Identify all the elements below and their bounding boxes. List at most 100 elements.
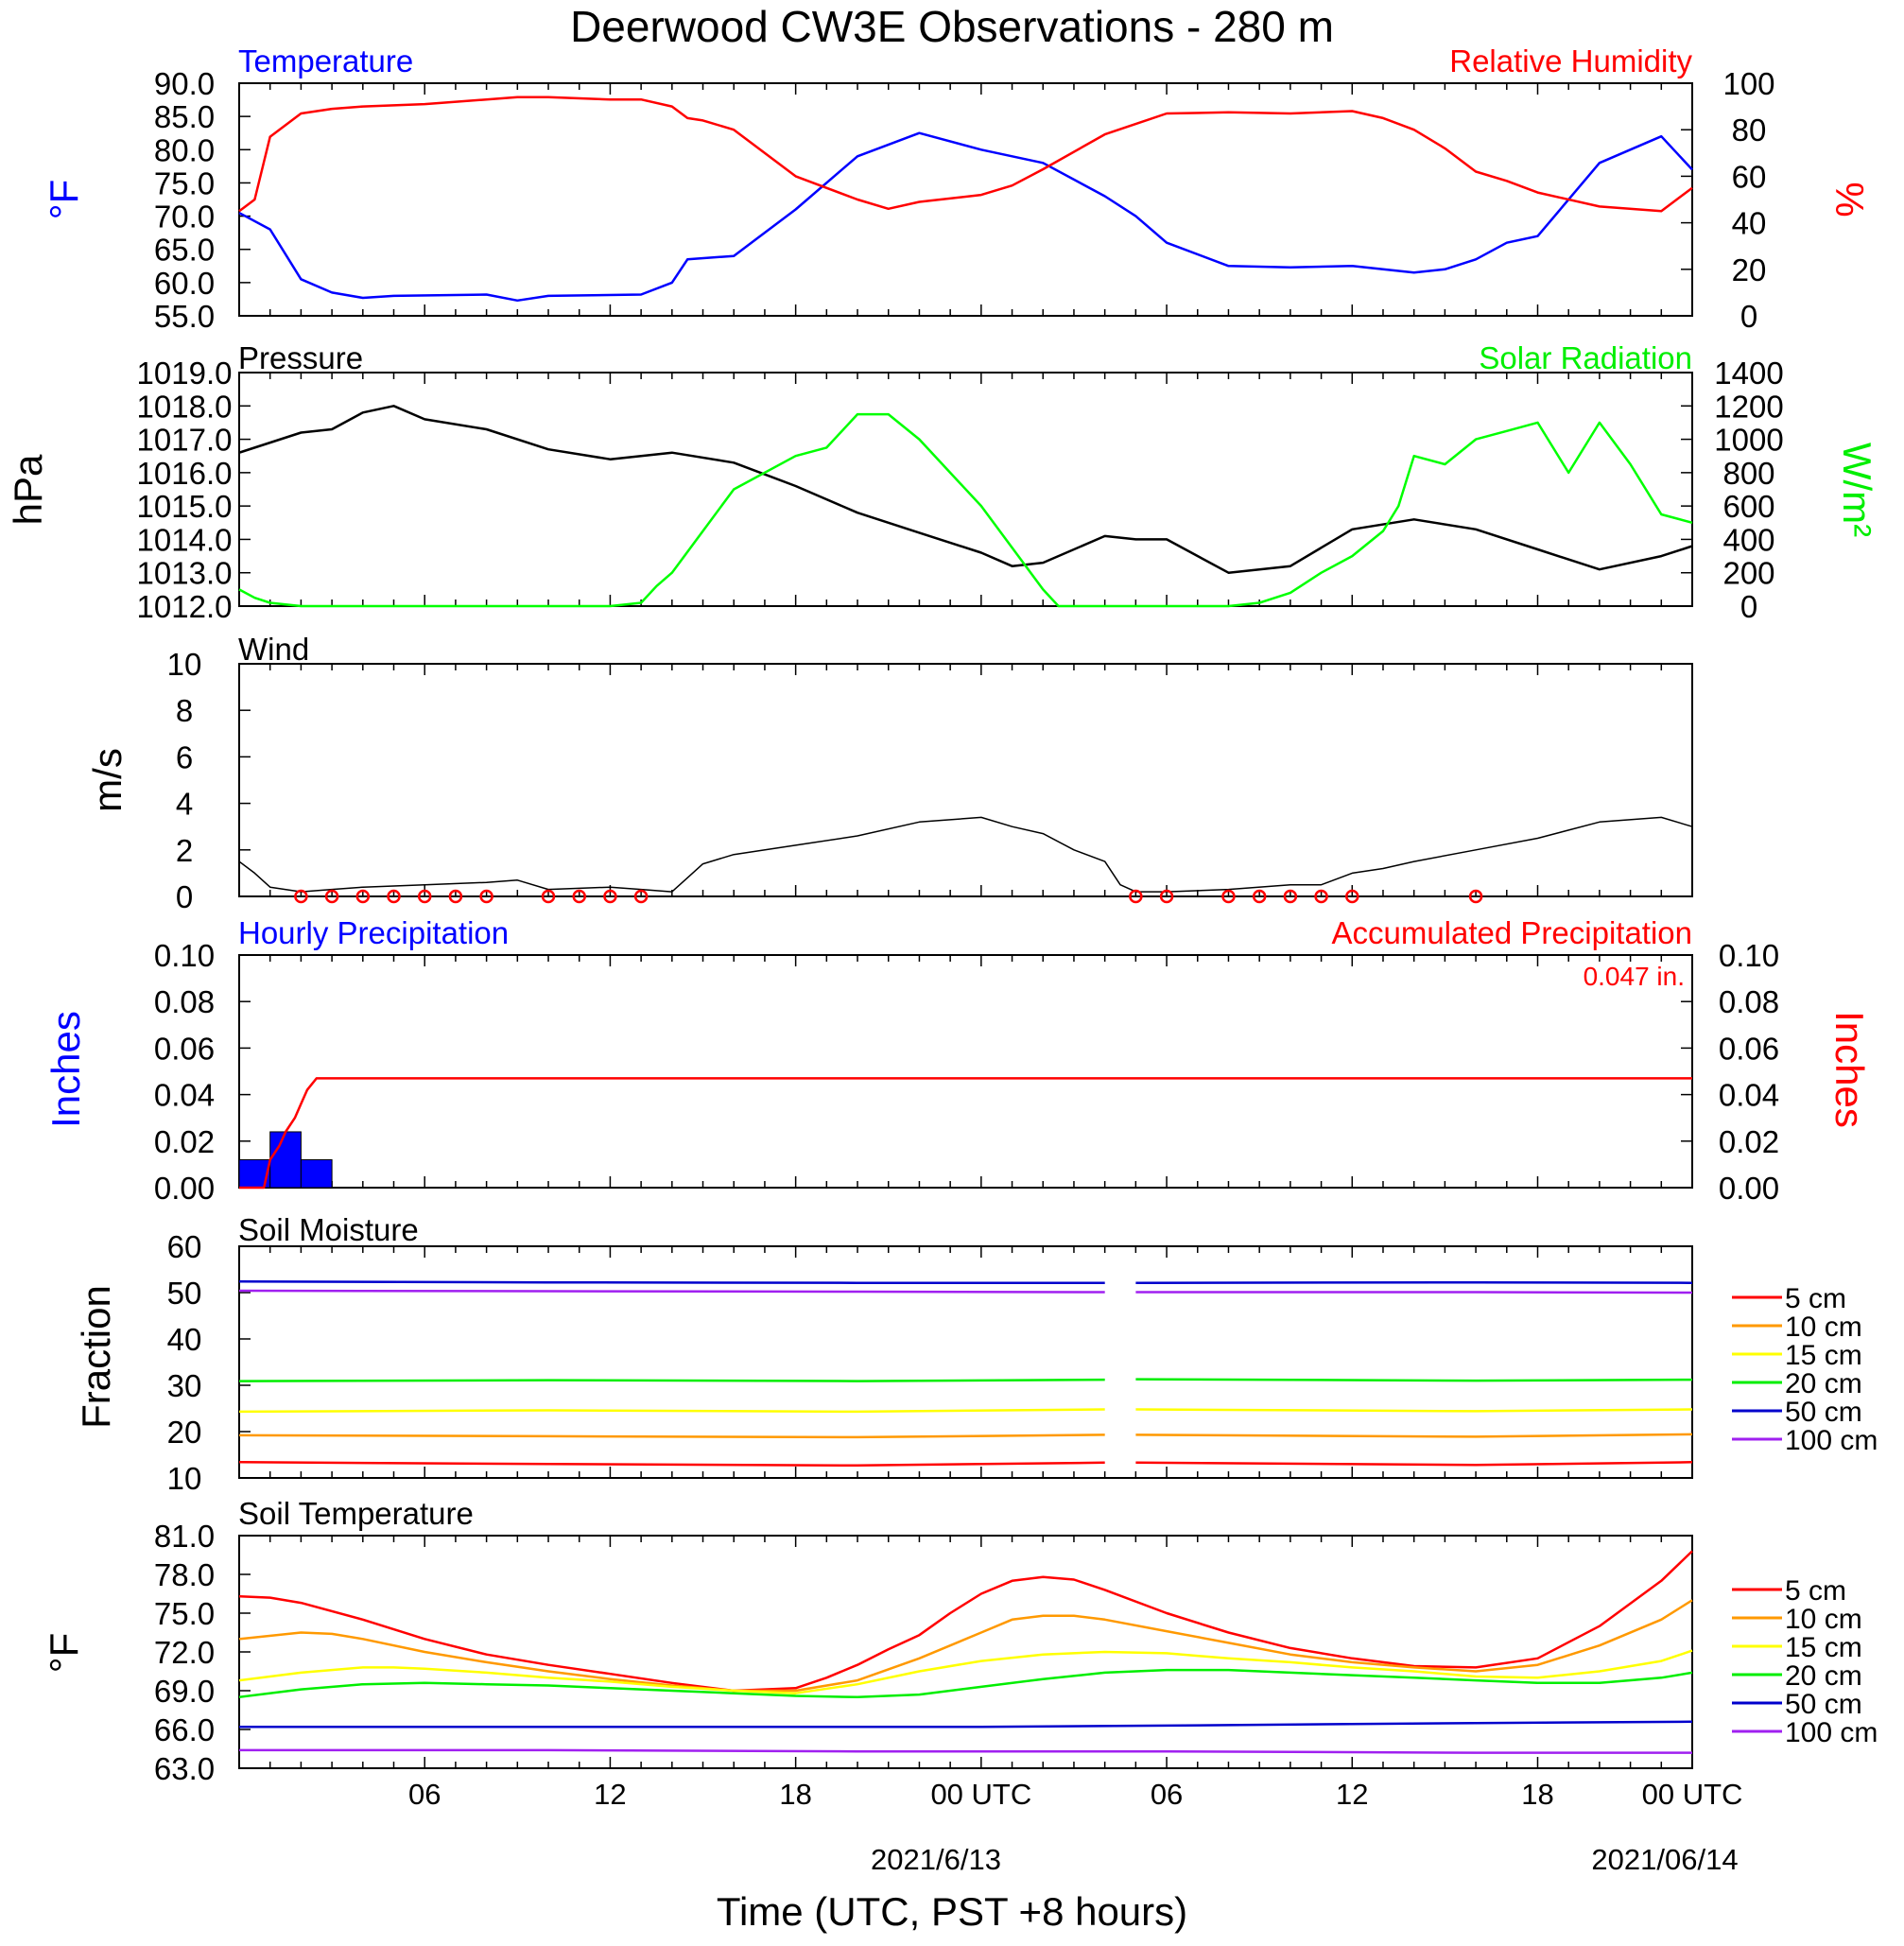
y-tick-label: 90.0 [154, 66, 215, 101]
y-tick-label-right: 0.06 [1719, 1031, 1779, 1066]
calm-wind-marker [1468, 889, 1483, 904]
x-date-2: 2021/06/14 [1591, 1843, 1738, 1876]
x-date-1: 2021/6/13 [871, 1843, 1001, 1876]
soil-moisture-line [238, 1289, 1105, 1294]
calm-wind-marker [479, 889, 493, 904]
y-tick-label: 1019.0 [137, 356, 233, 391]
y-tick-label-right: 800 [1722, 456, 1774, 491]
panel-frame [238, 954, 1693, 1189]
y-tick-label: 60.0 [154, 266, 215, 301]
calm-wind-marker [355, 889, 371, 904]
soil-temperature-line [239, 1720, 1693, 1729]
precip-axis-label-right: Inches [1827, 1011, 1872, 1128]
y-tick-label: 2 [176, 833, 193, 868]
soil-moisture-line [1135, 1433, 1693, 1438]
y-tick-label-right: 0.04 [1719, 1078, 1779, 1113]
soil-temperature-line [238, 1550, 1693, 1693]
soil-temperature-line [238, 1599, 1693, 1693]
y-tick-label: 10 [167, 1461, 202, 1496]
temperature-title: Temperature [238, 43, 413, 78]
series-wind-speed [238, 816, 1693, 893]
panel-frame [238, 663, 1693, 897]
calm-wind-marker [572, 889, 586, 904]
y-tick-label-right: 0.10 [1719, 938, 1779, 973]
y-tick-label: 72.0 [154, 1635, 215, 1670]
calm-wind-marker [417, 889, 432, 904]
y-tick-label: 69.0 [154, 1674, 215, 1709]
soil-moisture-line [1135, 1291, 1693, 1294]
series-temperature [238, 131, 1693, 303]
y-tick-label: 20 [167, 1415, 202, 1450]
calm-wind-marker [387, 889, 401, 904]
solar-title: Solar Radiation [1479, 340, 1692, 375]
x-tick-label: 18 [1521, 1778, 1553, 1811]
soil-temperature-line [238, 1649, 1693, 1694]
calm-wind-marker [541, 889, 556, 904]
y-tick-label: 30 [167, 1368, 202, 1403]
y-tick-label: 0.02 [154, 1124, 215, 1159]
x-axis-label: Time (UTC, PST +8 hours) [717, 1889, 1187, 1934]
y-tick-label: 40 [167, 1322, 202, 1357]
calm-wind-marker [603, 889, 617, 904]
x-tick-label: 00 UTC [930, 1778, 1031, 1811]
y-tick-label-right: 0 [1740, 299, 1757, 334]
soil-moisture-line [238, 1408, 1105, 1414]
x-tick-label: 12 [1336, 1778, 1368, 1811]
y-tick-label: 1012.0 [137, 589, 233, 624]
calm-wind-marker [1221, 889, 1236, 904]
y-tick-label: 50 [167, 1276, 202, 1311]
panel-frame [238, 82, 1693, 317]
soil-moisture-line [1135, 1408, 1693, 1413]
x-tick-label: 12 [594, 1778, 626, 1811]
series-accumulated-precipitation [239, 1077, 1692, 1190]
soil-moisture-line [238, 1378, 1105, 1382]
calm-wind-marker [1314, 889, 1328, 904]
y-tick-label: 1014.0 [137, 522, 233, 557]
calm-wind-marker [294, 889, 308, 904]
y-tick-label: 55.0 [154, 299, 215, 334]
calm-wind-marker [448, 889, 463, 904]
y-tick-label: 8 [176, 693, 193, 728]
panel-frame [238, 1245, 1693, 1479]
legend-label: 15 cm [1785, 1632, 1862, 1663]
y-tick-label: 0.10 [154, 938, 215, 973]
y-tick-label-right: 1000 [1714, 423, 1783, 458]
y-tick-label: 65.0 [154, 233, 215, 268]
y-tick-label: 63.0 [154, 1751, 215, 1786]
y-tick-label: 0.00 [154, 1171, 215, 1206]
y-tick-label: 70.0 [154, 200, 215, 235]
calm-wind-marker [1252, 889, 1267, 904]
y-tick-label: 0.06 [154, 1031, 215, 1066]
solar-axis-label: W/m² [1835, 443, 1879, 537]
legend-label: 5 cm [1785, 1575, 1846, 1607]
y-tick-label-right: 200 [1722, 556, 1774, 591]
x-tick-label: 18 [779, 1778, 811, 1811]
soil-moisture-line [238, 1433, 1105, 1439]
calm-wind-marker [324, 889, 339, 904]
soil-moisture-line [1135, 1461, 1693, 1467]
calm-wind-marker [1129, 889, 1143, 904]
calm-wind-marker [633, 889, 649, 904]
pressure-axis-label: hPa [6, 454, 50, 525]
y-tick-label: 1017.0 [137, 423, 233, 458]
y-tick-label: 85.0 [154, 99, 215, 134]
chart-marks: 06 12 18 00 UTC 06 12 18 00 UTC90.085.080.075.0… [137, 66, 1878, 1811]
y-tick-label-right: 0 [1740, 589, 1757, 624]
series-relative-humidity [238, 96, 1693, 213]
legend-label: 10 cm [1785, 1604, 1862, 1635]
temperature-axis-label: °F [42, 180, 86, 219]
wind-title: Wind [238, 632, 309, 667]
legend-label: 15 cm [1785, 1340, 1862, 1371]
legend-label: 100 cm [1785, 1425, 1878, 1456]
legend-label: 10 cm [1785, 1312, 1862, 1343]
y-tick-label: 4 [176, 787, 193, 822]
y-tick-label: 78.0 [154, 1557, 215, 1592]
soil-moisture-title: Soil Moisture [238, 1212, 419, 1247]
y-tick-label: 75.0 [154, 165, 215, 200]
y-tick-label: 0 [176, 879, 193, 914]
accum-precip-title: Accumulated Precipitation [1331, 915, 1692, 950]
y-tick-label: 10 [167, 647, 202, 682]
y-tick-label: 1013.0 [137, 556, 233, 591]
y-tick-label: 0.08 [154, 984, 215, 1019]
